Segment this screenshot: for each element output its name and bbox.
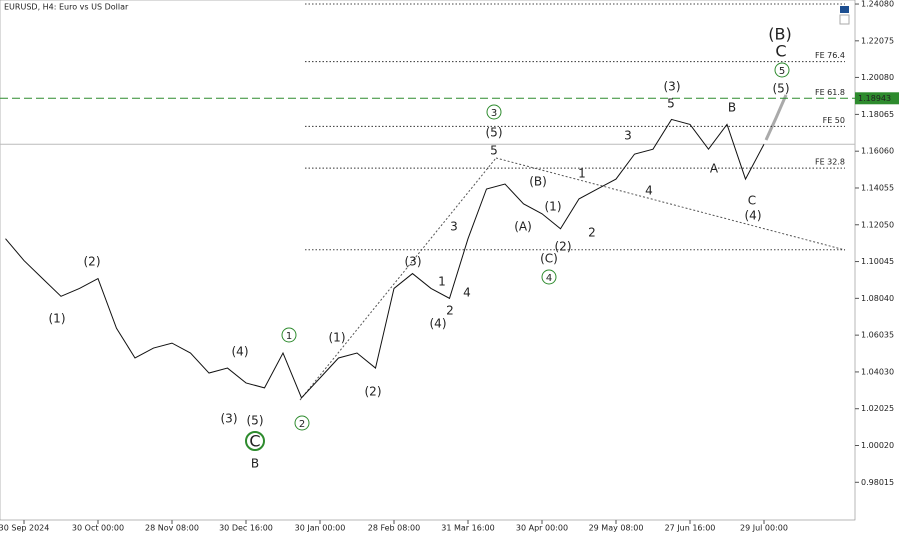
wave-label: (4) — [232, 345, 249, 359]
wave-label: 2 — [299, 419, 305, 430]
y-tick-label: 1.12050 — [861, 220, 894, 229]
wave-label: (C) — [540, 252, 558, 266]
price-label: 1.18943 — [858, 94, 891, 103]
icon — [840, 6, 849, 13]
wave-label: 1 — [578, 167, 586, 181]
wave-label: A — [710, 162, 719, 176]
wave-label: 2 — [446, 304, 454, 318]
wave-circle — [281, 327, 297, 343]
y-tick-label: 1.06035 — [861, 331, 894, 340]
trend-line — [495, 157, 846, 251]
x-tick-label: 29 Jul 00:00 — [740, 524, 788, 533]
x-tick-label: 30 Jan 00:00 — [295, 524, 346, 533]
wave-label: (2) — [555, 240, 572, 254]
level-label: FE 32.8 — [815, 158, 845, 167]
wave-label: (2) — [365, 385, 382, 399]
wave-label: (4) — [745, 209, 762, 223]
x-tick-label: 27 Jun 16:00 — [665, 524, 716, 533]
icon — [839, 14, 850, 25]
wave-label: (1) — [329, 331, 346, 345]
level-label: FE 76.4 — [815, 51, 845, 60]
level-label: FE 50 — [823, 116, 845, 125]
y-tick-label: 1.00020 — [861, 441, 894, 450]
wave-label: (3) — [664, 80, 681, 94]
y-tick-label: 1.22075 — [861, 36, 894, 45]
y-tick-label: 1.20080 — [861, 73, 894, 82]
projection — [764, 94, 788, 141]
wave-label: (5) — [773, 82, 790, 96]
x-tick-label: 30 Dec 16:00 — [219, 524, 273, 533]
wave-label: 4 — [645, 184, 653, 198]
y-tick-label: 1.16060 — [861, 147, 894, 156]
wave-label: 1 — [438, 275, 446, 289]
x-tick-label: 29 May 08:00 — [589, 524, 644, 533]
wave-label: B — [251, 457, 259, 471]
y-tick-label: 1.18065 — [861, 110, 894, 119]
wave-label: (2) — [84, 255, 101, 269]
wave-label: 5 — [667, 97, 675, 111]
wave-circle — [294, 415, 310, 431]
wave-label: 3 — [491, 108, 497, 119]
wave-label: 3 — [624, 129, 632, 143]
wave-label: (3) — [221, 412, 238, 426]
price-line — [5, 118, 765, 399]
wave-label: C — [748, 194, 756, 208]
y-tick-label: 1.10045 — [861, 257, 894, 266]
y-tick-label: 1.08040 — [861, 294, 894, 303]
y-tick-label: 1.24080 — [861, 0, 894, 9]
x-tick-label: 30 Apr 00:00 — [516, 524, 568, 533]
wave-circle — [245, 431, 265, 451]
x-tick-label: 31 Mar 16:00 — [441, 524, 494, 533]
wave-label: (B) — [529, 175, 547, 189]
y-tick-label: 1.02025 — [861, 404, 894, 413]
wave-label: (1) — [49, 312, 66, 326]
wave-label: 4 — [463, 286, 471, 300]
x-tick-label: 30 Sep 2024 — [0, 524, 49, 533]
plot-frame — [0, 0, 856, 521]
wave-label: 5 — [779, 66, 785, 77]
price-box — [855, 92, 899, 105]
wave-label: 5 — [490, 144, 498, 158]
y-tick-label: 1.04030 — [861, 367, 894, 376]
x-tick-label: 28 Nov 08:00 — [145, 524, 199, 533]
wave-circle — [486, 104, 502, 120]
wave-label: 3 — [450, 220, 458, 234]
wave-label: (3) — [405, 255, 422, 269]
y-tick-label: 0.98015 — [861, 478, 894, 487]
wave-label: (A) — [514, 220, 532, 234]
x-tick-label: 28 Feb 08:00 — [368, 524, 420, 533]
wave-circle — [774, 62, 790, 78]
wave-label: (4) — [430, 317, 447, 331]
chart-title: EURUSD, H4: Euro vs US Dollar — [4, 3, 129, 12]
level-label: FE 61.8 — [815, 88, 845, 97]
wave-label: 2 — [588, 226, 596, 240]
wave-label: (B) — [768, 25, 791, 44]
x-tick-label: 30 Oct 00:00 — [72, 524, 124, 533]
wave-label: 1 — [286, 331, 292, 342]
y-tick-label: 1.14055 — [861, 183, 894, 192]
wave-label: B — [728, 101, 736, 115]
wave-label: C — [775, 42, 786, 61]
wave-label: (5) — [486, 126, 503, 140]
wave-circle — [541, 269, 557, 285]
wave-label: (1) — [545, 200, 562, 214]
wave-label: C — [249, 432, 260, 451]
wave-label: (5) — [247, 414, 264, 428]
wave-label: 4 — [546, 273, 552, 284]
